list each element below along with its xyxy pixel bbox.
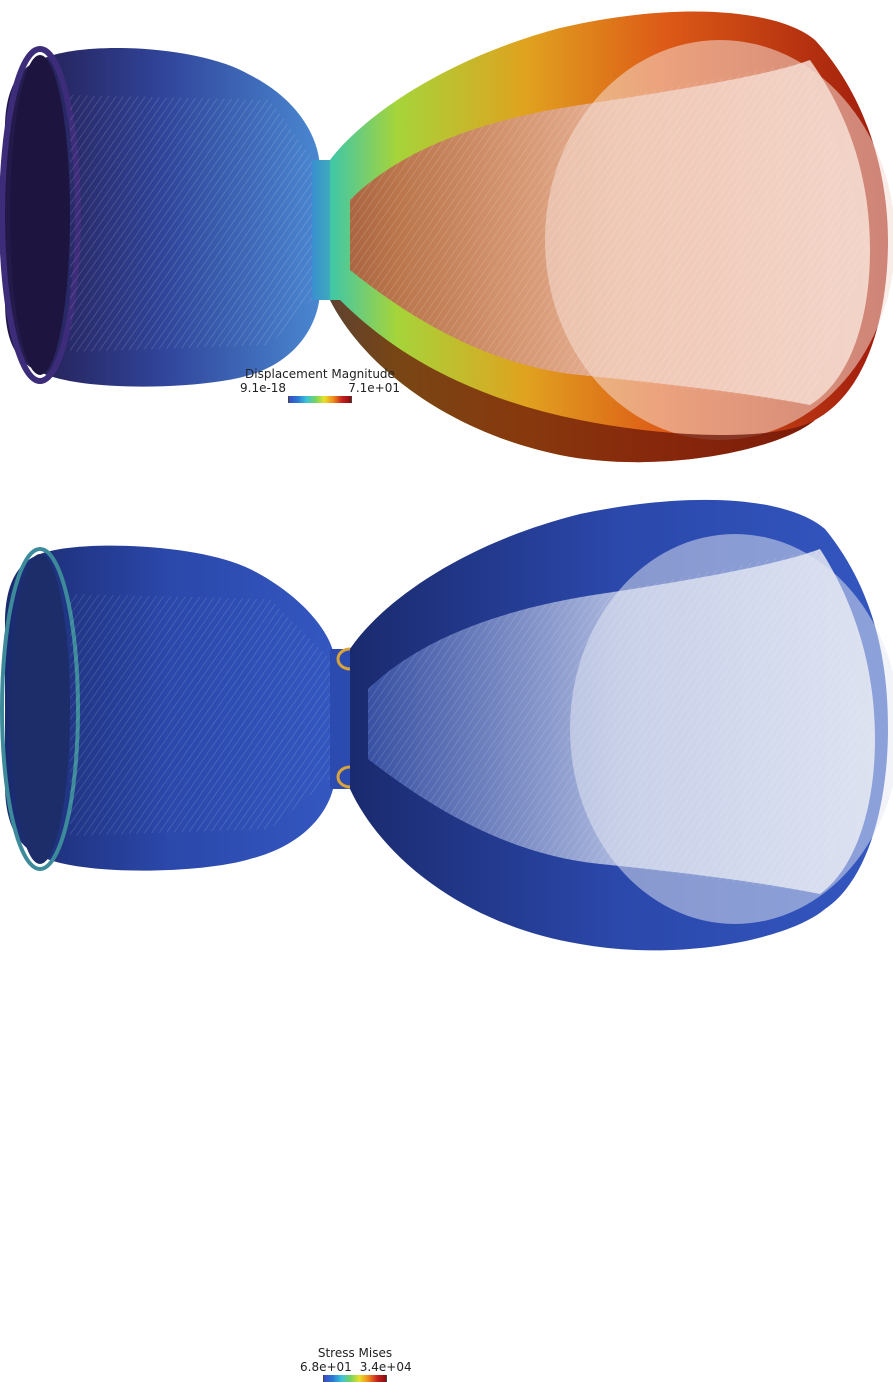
legend-min: 9.1e-18	[240, 381, 287, 395]
legend-max: 7.1e+01	[348, 381, 400, 395]
chamber-opening	[10, 55, 70, 375]
chamber-opening	[10, 554, 70, 864]
displacement-render[interactable]	[0, 0, 893, 484]
stress-render[interactable]	[0, 484, 893, 969]
legend-range: 9.1e-18 7.1e+01	[240, 381, 400, 395]
legend-colorbar	[323, 1375, 387, 1382]
nozzle-wall-hatch	[350, 60, 870, 405]
legend-colorbar	[288, 396, 352, 403]
nozzle-wall-hatch	[368, 549, 875, 894]
chamber-wall-hatch	[70, 95, 320, 352]
nozzle-lower-wall	[330, 300, 815, 463]
legend-title: Stress Mises	[317, 1346, 393, 1360]
legend-max: 3.4e+04	[359, 1360, 412, 1374]
chamber-wall-hatch	[70, 594, 335, 836]
stress-legend: Stress Mises 6.8e+01 3.4e+04	[300, 1346, 412, 1382]
legend-range: 6.8e+01 3.4e+04	[300, 1360, 412, 1374]
legend-title: Displacement Magnitude	[245, 367, 395, 381]
displacement-view[interactable]: Displacement Magnitude 9.1e-18 7.1e+01	[0, 0, 893, 484]
stress-view[interactable]: Stress Mises 6.8e+01 3.4e+04	[0, 484, 893, 1382]
legend-min: 6.8e+01	[300, 1360, 352, 1374]
displacement-legend: Displacement Magnitude 9.1e-18 7.1e+01	[240, 367, 400, 403]
